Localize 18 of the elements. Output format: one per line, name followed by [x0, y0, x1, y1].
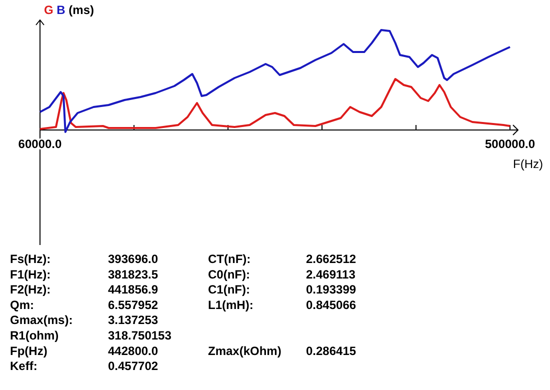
text: F2(Hz): 441856.9	[10, 282, 158, 297]
text: Fs(Hz): 393696.0	[10, 252, 158, 266]
x-axis-title: F(Hz)	[513, 157, 543, 171]
text: C1(nF): 0.193399	[208, 282, 356, 297]
text: L1(mH): 0.845066	[208, 298, 356, 312]
text: Qm: 6.557952	[10, 298, 158, 312]
text: Zmax(kOhm) 0.286415	[208, 344, 356, 358]
x-tick-label: 500000.0	[484, 137, 536, 151]
text: Keff: 0.457702	[10, 359, 158, 374]
text: CT(nF): 2.662512	[208, 252, 356, 266]
text: B	[56, 3, 69, 17]
text: F1(Hz): 381823.5	[10, 267, 158, 282]
text: R1(ohm) 318.750153	[10, 328, 172, 342]
text: Gmax(ms): 3.137253	[10, 313, 158, 328]
text: Fp(Hz) 442800.0	[10, 344, 158, 358]
y-axis-title: (ms)	[68, 3, 94, 17]
text: C0(nF): 2.469113	[208, 267, 356, 282]
text: G	[44, 3, 57, 17]
